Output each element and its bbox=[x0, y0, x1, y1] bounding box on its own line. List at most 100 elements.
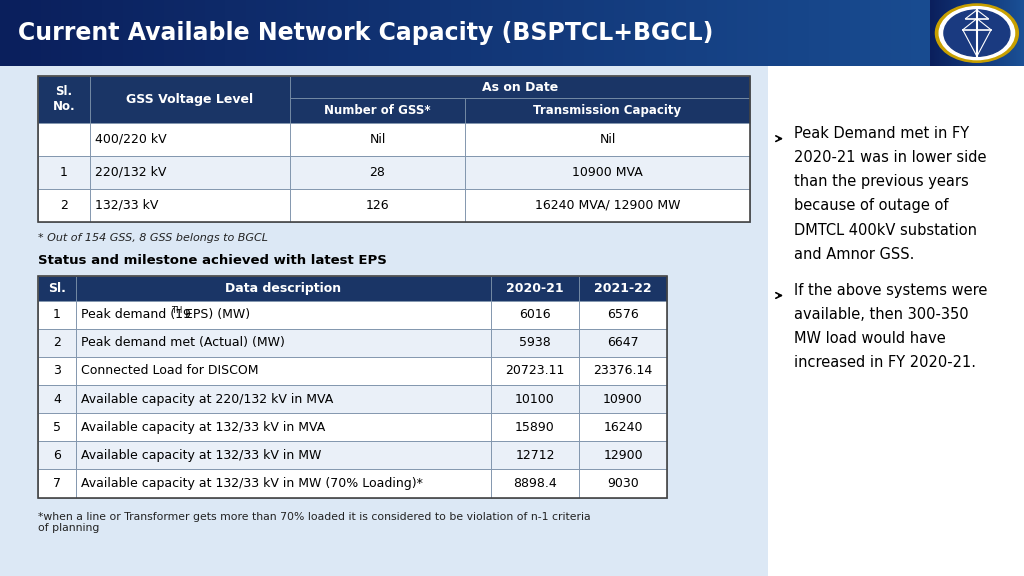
Bar bbox=[881, 0, 891, 66]
Bar bbox=[573, 0, 584, 66]
Bar bbox=[225, 0, 236, 66]
Bar bbox=[451, 0, 461, 66]
Text: 10900 MVA: 10900 MVA bbox=[572, 166, 643, 179]
Bar bbox=[10, 0, 20, 66]
Bar bbox=[717, 0, 727, 66]
Bar bbox=[579, 469, 667, 498]
Circle shape bbox=[944, 10, 1010, 56]
Bar bbox=[901, 0, 911, 66]
Text: Transmission Capacity: Transmission Capacity bbox=[534, 104, 682, 117]
Bar bbox=[76, 329, 490, 357]
Bar bbox=[645, 0, 655, 66]
Bar bbox=[512, 0, 522, 66]
Bar bbox=[154, 0, 164, 66]
Circle shape bbox=[936, 4, 1018, 62]
Bar bbox=[38, 276, 76, 301]
Bar bbox=[420, 0, 430, 66]
Bar bbox=[579, 301, 667, 329]
Text: 10900: 10900 bbox=[603, 392, 643, 406]
Text: 2020-21: 2020-21 bbox=[506, 282, 564, 295]
Bar bbox=[276, 0, 287, 66]
Bar bbox=[840, 0, 850, 66]
Bar bbox=[38, 413, 76, 441]
Bar bbox=[410, 0, 420, 66]
Text: 1: 1 bbox=[53, 308, 61, 321]
Text: Peak demand met (Actual) (MW): Peak demand met (Actual) (MW) bbox=[81, 336, 285, 349]
Text: * Out of 154 GSS, 8 GSS belongs to BGCL: * Out of 154 GSS, 8 GSS belongs to BGCL bbox=[38, 233, 268, 243]
Bar bbox=[983, 0, 993, 66]
Bar bbox=[90, 123, 290, 156]
Bar bbox=[61, 0, 72, 66]
Bar bbox=[788, 0, 799, 66]
Text: Available capacity at 132/33 kV in MW (70% Loading)*: Available capacity at 132/33 kV in MW (7… bbox=[81, 477, 423, 490]
Bar bbox=[143, 0, 154, 66]
Bar bbox=[236, 0, 246, 66]
Bar bbox=[490, 301, 579, 329]
Text: than the previous years: than the previous years bbox=[794, 175, 969, 190]
Text: *when a line or Transformer gets more than 70% loaded it is considered to be vio: *when a line or Transformer gets more th… bbox=[38, 511, 591, 533]
Bar bbox=[38, 329, 76, 357]
Bar bbox=[389, 0, 399, 66]
Text: available, then 300-350: available, then 300-350 bbox=[794, 307, 969, 322]
Bar bbox=[38, 385, 76, 413]
Bar bbox=[465, 156, 750, 189]
Text: 6016: 6016 bbox=[519, 308, 551, 321]
Bar bbox=[123, 0, 133, 66]
Text: 8898.4: 8898.4 bbox=[513, 477, 557, 490]
Bar bbox=[430, 0, 440, 66]
Bar bbox=[625, 0, 635, 66]
Text: 1: 1 bbox=[60, 166, 68, 179]
Text: EPS) (MW): EPS) (MW) bbox=[181, 308, 250, 321]
Text: 126: 126 bbox=[366, 199, 389, 212]
Text: 220/132 kV: 220/132 kV bbox=[95, 166, 166, 179]
Bar bbox=[553, 0, 563, 66]
Text: and Amnor GSS.: and Amnor GSS. bbox=[794, 247, 914, 262]
Text: 9030: 9030 bbox=[607, 477, 639, 490]
Text: 10100: 10100 bbox=[515, 392, 555, 406]
Bar bbox=[307, 0, 317, 66]
Bar bbox=[1014, 0, 1024, 66]
Bar bbox=[76, 469, 490, 498]
Text: 28: 28 bbox=[370, 166, 385, 179]
Bar bbox=[655, 0, 666, 66]
Bar bbox=[635, 0, 645, 66]
Bar bbox=[490, 276, 579, 301]
Bar bbox=[38, 189, 90, 222]
Text: Connected Load for DISCOM: Connected Load for DISCOM bbox=[81, 365, 258, 377]
Text: Peak demand (19: Peak demand (19 bbox=[81, 308, 190, 321]
Bar bbox=[38, 441, 76, 469]
Text: 6647: 6647 bbox=[607, 336, 639, 349]
Bar bbox=[461, 0, 471, 66]
Text: 16240: 16240 bbox=[603, 420, 643, 434]
Bar bbox=[317, 0, 328, 66]
Bar bbox=[82, 0, 92, 66]
Bar bbox=[290, 123, 465, 156]
Bar bbox=[38, 357, 76, 385]
Bar bbox=[471, 0, 481, 66]
Bar bbox=[76, 301, 490, 329]
Bar bbox=[768, 0, 778, 66]
Text: As on Date: As on Date bbox=[482, 81, 558, 94]
Bar bbox=[113, 0, 123, 66]
Text: 400/220 kV: 400/220 kV bbox=[95, 132, 167, 146]
Text: 5: 5 bbox=[53, 420, 61, 434]
Bar bbox=[829, 0, 840, 66]
Text: If the above systems were: If the above systems were bbox=[794, 283, 987, 298]
Text: Data description: Data description bbox=[225, 282, 342, 295]
Text: 2: 2 bbox=[60, 199, 68, 212]
Circle shape bbox=[939, 7, 1015, 60]
Bar bbox=[492, 0, 502, 66]
Bar bbox=[90, 76, 290, 123]
Bar bbox=[490, 329, 579, 357]
Text: 20723.11: 20723.11 bbox=[505, 365, 564, 377]
Bar bbox=[215, 0, 225, 66]
Bar bbox=[686, 0, 696, 66]
Bar bbox=[922, 0, 932, 66]
Bar bbox=[942, 0, 952, 66]
Bar bbox=[809, 0, 819, 66]
Bar bbox=[579, 329, 667, 357]
Text: Available capacity at 220/132 kV in MVA: Available capacity at 220/132 kV in MVA bbox=[81, 392, 333, 406]
Bar bbox=[579, 276, 667, 301]
Text: 15890: 15890 bbox=[515, 420, 555, 434]
Bar bbox=[90, 189, 290, 222]
